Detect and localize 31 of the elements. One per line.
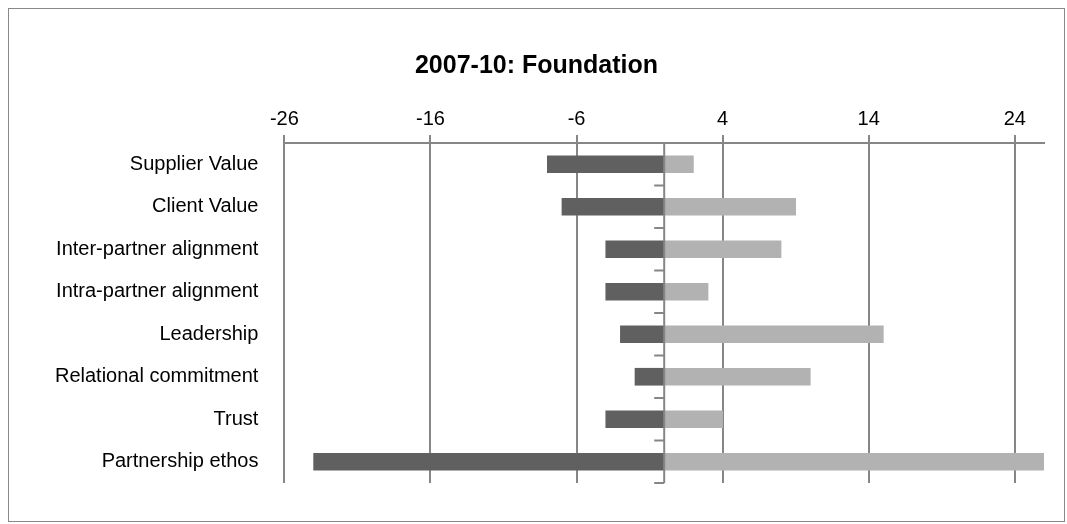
bar: [634, 367, 665, 386]
y-tick-label: Leadership: [159, 321, 259, 344]
bar: [663, 155, 694, 174]
y-tick-label: Partnership ethos: [101, 449, 259, 472]
bar: [663, 240, 782, 259]
x-tick-label: 24: [1003, 106, 1026, 129]
bar: [313, 452, 665, 471]
bar: [663, 282, 709, 301]
bar: [605, 410, 665, 429]
y-tick-label: Trust: [213, 406, 259, 429]
bar: [547, 155, 665, 174]
x-tick-label: -26: [269, 106, 299, 129]
bar: [605, 240, 665, 259]
bar: [605, 282, 665, 301]
y-tick-label: Relational commitment: [54, 364, 259, 387]
bar: [663, 197, 796, 216]
chart-title: 2007-10: Foundation: [414, 49, 659, 78]
y-tick-label: Supplier Value: [129, 151, 259, 174]
bar: [663, 410, 723, 429]
x-tick-label: 4: [717, 106, 729, 129]
bar: [663, 367, 811, 386]
x-tick-label: -16: [416, 106, 445, 129]
x-tick-label: 14: [857, 106, 880, 129]
y-tick-label: Client Value: [152, 194, 259, 217]
y-tick-label: Intra-partner alignment: [56, 279, 259, 302]
bar: [663, 452, 1044, 471]
y-tick-label: Inter-partner alignment: [56, 236, 259, 259]
bar: [620, 325, 665, 344]
x-tick-label: -6: [567, 106, 586, 129]
bar: [561, 197, 665, 216]
bar: [663, 325, 884, 344]
